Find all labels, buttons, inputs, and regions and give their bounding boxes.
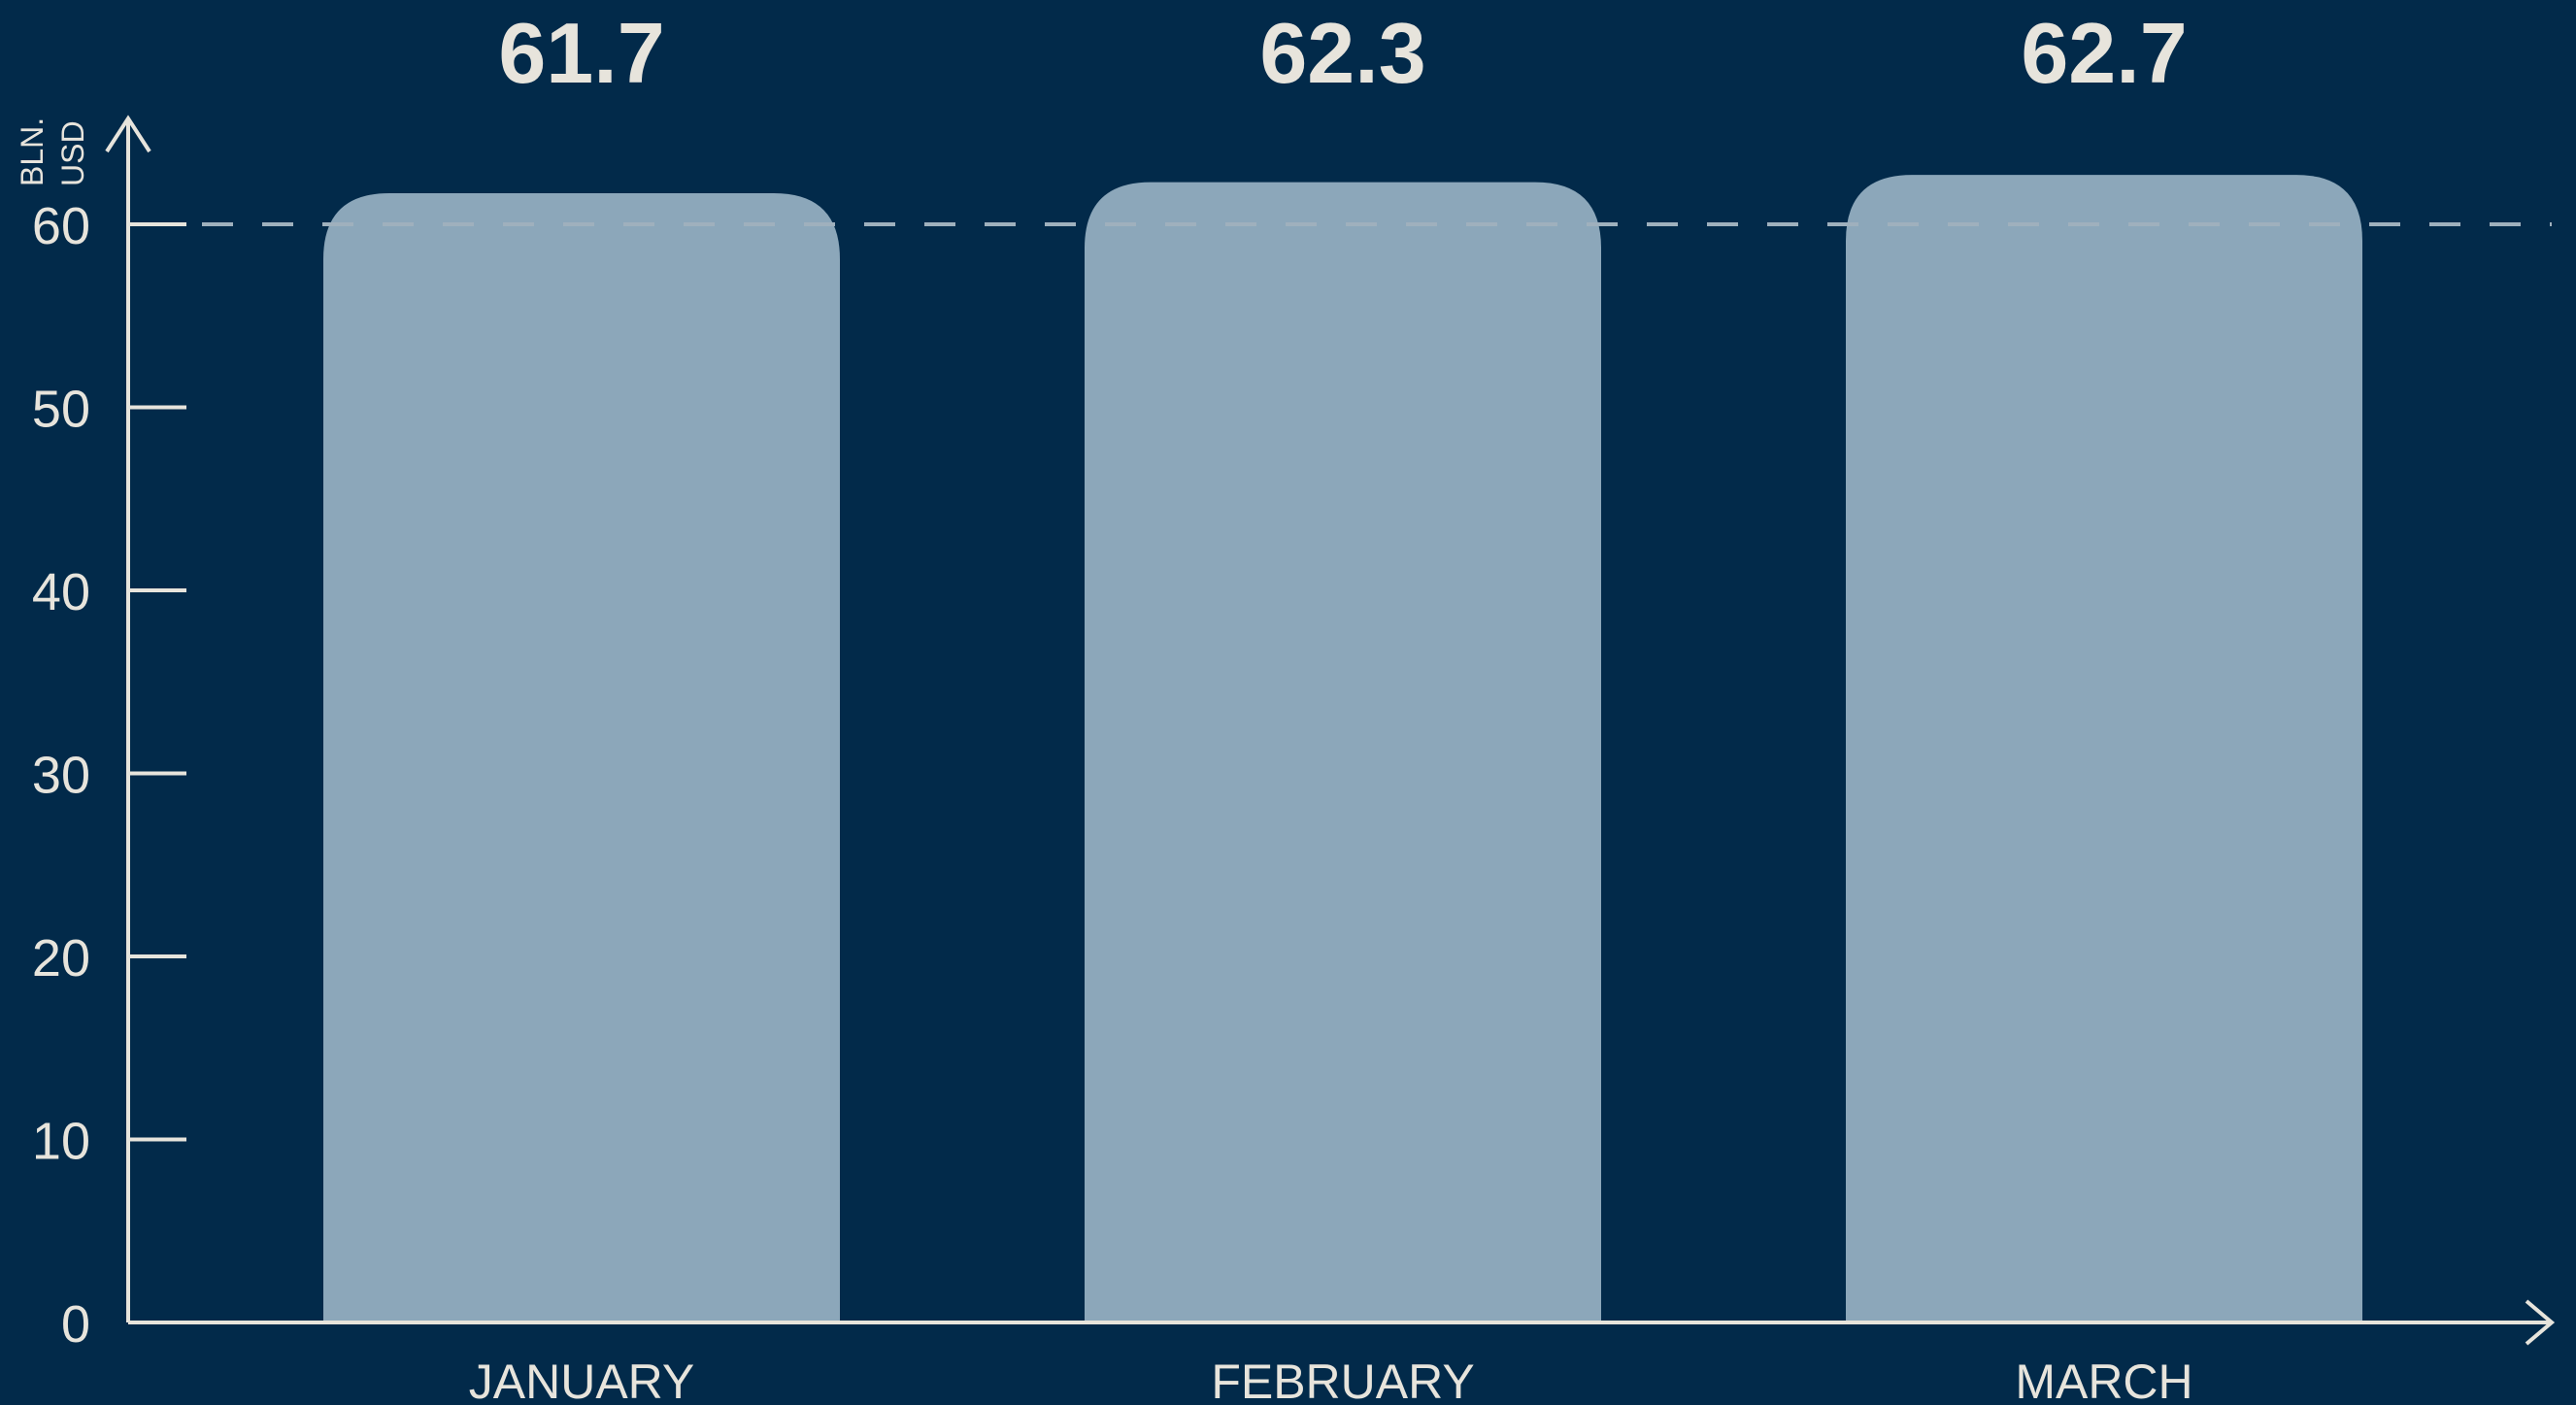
y-axis-arrow-icon	[105, 115, 151, 153]
y-tick-label-30: 30	[32, 747, 90, 805]
value-label-february: 62.3	[1259, 5, 1425, 101]
labels-layer: JANUARY 61.7 FEBRUARY 62.3 MARCH 62.7	[469, 5, 2193, 1405]
bar-march	[1846, 175, 2362, 1323]
y-tick-label-10: 10	[32, 1113, 90, 1171]
bar-february	[1085, 182, 1601, 1322]
y-tick-label-0: 0	[61, 1295, 90, 1354]
bar-january	[323, 192, 840, 1323]
y-tick-label-50: 50	[32, 381, 90, 439]
y-ticks: 0 10 20 30 40 50 60	[32, 197, 186, 1354]
x-axis-arrow-icon	[2525, 1299, 2556, 1346]
y-axis-unit-label: BLN. USD	[15, 117, 90, 186]
x-label-march: MARCH	[2015, 1355, 2192, 1405]
x-label-february: FEBRUARY	[1211, 1355, 1474, 1405]
x-label-january: JANUARY	[469, 1355, 694, 1405]
axes-layer	[105, 115, 2556, 1346]
y-tick-label-20: 20	[32, 929, 90, 987]
bars-layer	[323, 175, 2362, 1323]
value-label-january: 61.7	[498, 5, 664, 101]
y-tick-label-60: 60	[32, 197, 90, 255]
y-unit-line-1: BLN.	[15, 117, 50, 186]
y-tick-label-40: 40	[32, 563, 90, 621]
y-unit-line-2: USD	[55, 120, 90, 186]
value-label-march: 62.7	[2021, 5, 2187, 101]
